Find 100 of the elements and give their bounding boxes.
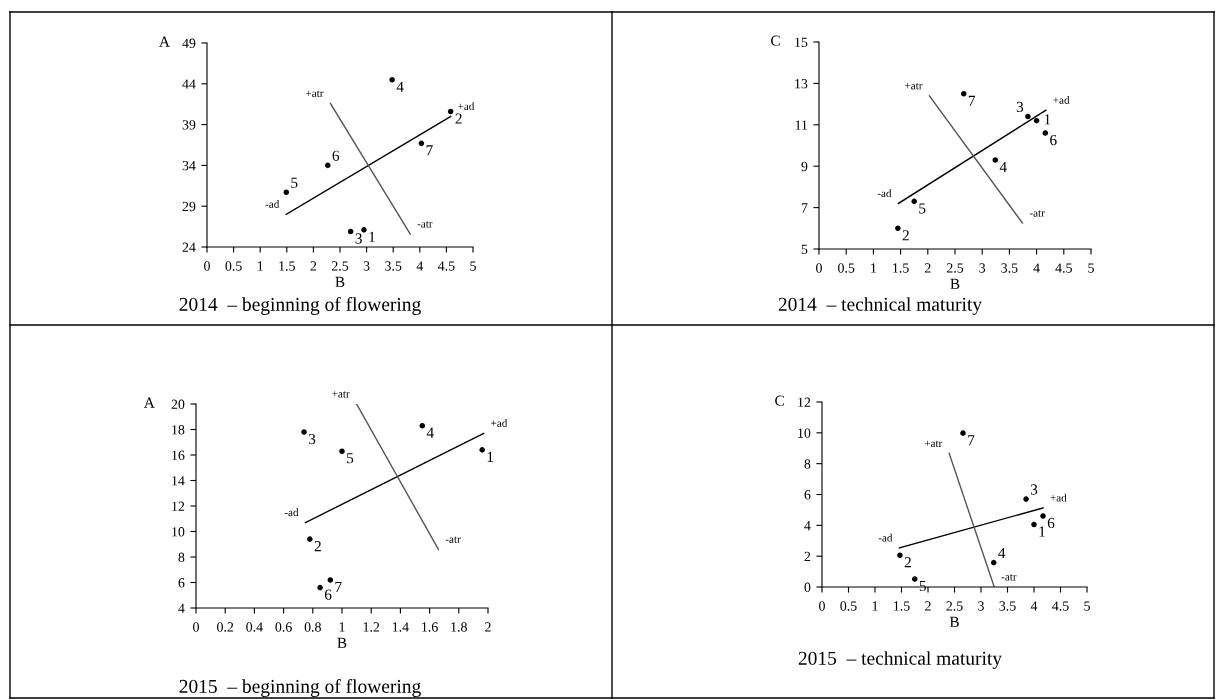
x-tick-label: 3.5 [385,261,402,271]
y-tick-label: 5 [801,244,808,254]
x-axis-title: B [949,616,959,627]
x-tick-label: 2 [924,263,931,273]
x-tick-label: 1.6 [422,622,438,632]
x-tick-label: 0 [816,263,822,273]
point [990,559,997,566]
y-axis-title: C [771,35,780,46]
point [1042,130,1049,136]
y-tick-label: 12 [798,397,811,407]
point [339,448,345,454]
y-tick-label: 16 [172,450,185,460]
annotation: 2 [455,113,462,124]
x-tick-label: 0 [204,261,210,271]
x-tick-label: 1.4 [392,622,409,632]
x-tick-label: 3 [979,263,986,273]
y-tick-label: 8 [178,552,185,562]
annotation: 4 [396,81,404,92]
point [1031,521,1037,528]
x-tick-label: 4.5 [437,261,455,271]
annotation: 6 [1047,517,1055,529]
x-tick-label: 0.5 [838,263,855,273]
x-axis-title: B [950,278,960,289]
y-tick-label: 18 [172,425,185,435]
y-tick-label: 9 [801,161,808,172]
point [327,577,334,583]
annotation: +atr [924,440,943,448]
x-tick-label: 1 [257,261,263,271]
point [301,429,307,435]
text: 2014 – technical maturity [778,297,982,315]
x-tick-label: 1.5 [894,601,910,611]
point [324,162,331,169]
x-tick-label: 2 [485,622,491,632]
annotation: -atr [445,536,461,543]
point [911,198,917,205]
y-tick-label: 44 [182,79,196,89]
y-tick-label: 29 [182,201,196,212]
annotation: 4 [426,427,434,438]
annotation: 6 [1050,134,1057,146]
point [447,108,454,115]
y-tick-label: 10 [172,527,185,537]
x-tick-label: 5 [1088,263,1094,273]
x-tick-label: 3.5 [999,601,1016,611]
x-axis-title: B [337,637,347,648]
x-tick-label: 4 [1033,263,1040,273]
point [419,422,426,429]
annotation: 3 [308,433,316,445]
annotation: -ad [265,200,280,208]
y-tick-label: 4 [804,521,811,531]
x-tick-label: 4.5 [1055,263,1072,273]
annotation: +ad [1053,96,1070,104]
point [307,536,313,542]
y-tick-label: 0 [804,582,811,592]
annotation: -ad [284,508,299,517]
text: 2014 – beginning of flowering [179,297,421,315]
annotation: 1 [1044,114,1051,125]
annotation: 5 [919,580,926,592]
annotation: 7 [968,435,975,446]
x-tick-label: 1 [871,263,877,273]
y-tick-label: 6 [178,578,185,588]
x-tick-label: 1.2 [363,622,380,632]
annotation: +ad [1050,493,1067,502]
text: 2015 – technical maturity [798,651,1002,669]
point [897,552,903,559]
x-tick-label: 1 [339,622,345,632]
point [389,76,395,83]
y-axis-title: C [775,395,784,406]
x-tick-label: 3 [978,601,984,611]
point [418,140,425,147]
annotation: +atr [905,83,923,90]
y-axis-title: A [159,36,170,47]
y-tick-label: 2 [804,551,811,561]
annotation: -atr [417,221,433,228]
y-tick-label: 24 [182,242,196,252]
point [317,584,323,591]
x-tick-label: 0.5 [225,261,242,271]
x-tick-label: 2 [925,601,931,611]
annotation: 2 [314,541,321,552]
y-tick-label: 10 [798,428,811,438]
point [479,447,485,453]
point [347,228,354,235]
y-tick-label: 6 [804,490,811,500]
annotation: 4 [999,161,1007,172]
y-tick-label: 39 [182,120,196,130]
point [1025,113,1031,120]
point [1023,496,1029,502]
point [361,227,367,233]
y-tick-label: 11 [795,120,808,130]
x-tick-label: 0.2 [217,622,234,632]
annotation: 7 [968,95,976,106]
annotation: 7 [426,145,433,156]
x-tick-label: 2.5 [946,263,964,273]
point [911,576,918,582]
x-tick-label: 5 [470,261,476,271]
annotation: +ad [491,419,508,427]
annotation: -atr [1029,210,1045,217]
text: 2015 – beginning of flowering [179,679,421,697]
y-tick-label: 34 [182,161,196,171]
y-tick-label: 8 [804,459,811,469]
x-tick-label: 4 [416,261,424,271]
